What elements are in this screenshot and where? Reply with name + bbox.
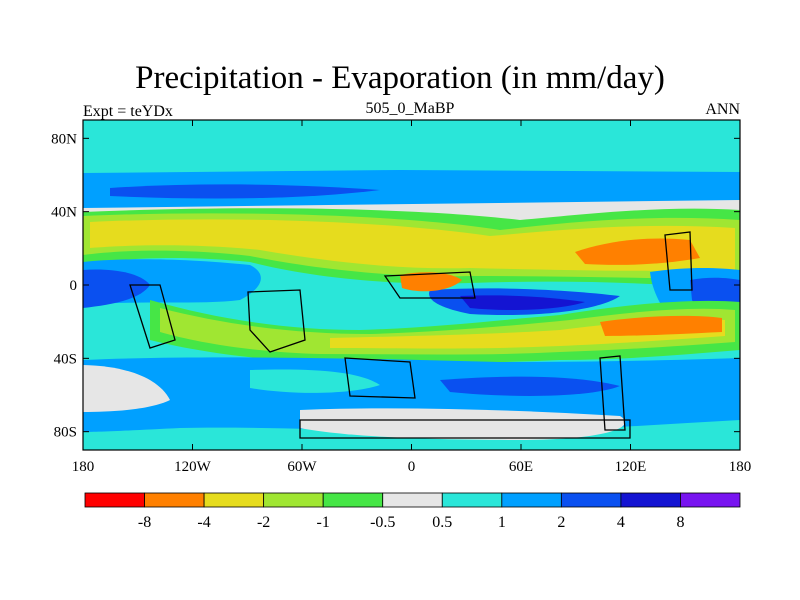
- colorbar-swatch: [620, 492, 681, 508]
- colorbar-label: 2: [557, 514, 565, 531]
- colorbar-swatch: [84, 492, 145, 508]
- continent-outline-antarctica: [299, 419, 631, 439]
- colorbar: -8 -4 -2 -1 -0.5 0.5 1 2 4 8: [84, 492, 741, 531]
- period-label: 505_0_MaBP: [365, 100, 455, 117]
- colorbar-label: -1: [317, 514, 330, 531]
- colorbar-swatch: [322, 492, 384, 508]
- colorbar-label: -0.5: [370, 514, 395, 531]
- x-tick-label: 60E: [509, 459, 533, 475]
- colorbar-swatch: [560, 492, 622, 508]
- colorbar-label: 1: [498, 514, 506, 531]
- colorbar-label: -4: [197, 514, 210, 531]
- map-title: Precipitation - Evaporation (in mm/day): [135, 60, 665, 96]
- continent-outlines: [129, 231, 693, 439]
- field-australia-orange: [600, 315, 722, 336]
- field-north-subtropic-yellow: [90, 219, 735, 271]
- y-tick-label: 80S: [54, 425, 77, 441]
- field-central-indigo: [460, 295, 585, 310]
- field-south-midlat-blue: [83, 357, 740, 432]
- field-southwest-gray: [83, 365, 170, 412]
- continent-outline-east-asia: [664, 231, 693, 291]
- colorbar-label: 0.5: [432, 514, 452, 531]
- field-south-darkblue: [440, 376, 620, 396]
- colorbar-label: 8: [676, 514, 684, 531]
- continent-outline-south-america: [247, 289, 306, 353]
- x-tick-label: 120W: [174, 459, 212, 475]
- y-tick-label: 40N: [51, 205, 77, 221]
- colorbar-swatch: [203, 492, 265, 508]
- continent-outline-australia: [599, 355, 626, 431]
- colorbar-label: -8: [138, 514, 151, 531]
- season-label: ANN: [705, 101, 740, 118]
- field-north-blue-band: [83, 170, 740, 212]
- experiment-label: Expt = teYDx: [83, 103, 173, 120]
- y-tick-label: 80N: [51, 131, 77, 147]
- x-tick-label: 180: [729, 459, 752, 475]
- field-tropic-orange: [400, 272, 462, 292]
- x-axis: 180 120W 60W 0 60E 120E 180: [72, 120, 752, 475]
- continent-outline-west-margin: [129, 284, 176, 349]
- colorbar-label: 4: [617, 514, 625, 531]
- y-axis: 80N 40N 0 40S 80S: [51, 131, 740, 441]
- colorbar-swatch: [501, 492, 562, 508]
- colorbar-swatch: [144, 492, 205, 508]
- x-tick-label: 180: [72, 459, 95, 475]
- continent-outline-south-island: [344, 357, 416, 399]
- colorbar-swatch: [441, 492, 503, 508]
- y-tick-label: 40S: [54, 351, 77, 367]
- colorbar-swatch: [382, 492, 443, 508]
- continent-outline-africa: [383, 271, 476, 299]
- colorbar-swatch: [680, 492, 741, 508]
- x-tick-label: 60W: [287, 459, 317, 475]
- colorbar-swatch: [263, 492, 324, 508]
- colorbar-label: -2: [257, 514, 270, 531]
- field-pacific-east-darkblue: [83, 269, 150, 308]
- field-map: [83, 120, 740, 450]
- x-tick-label: 0: [408, 459, 416, 475]
- field-north-storm-track: [110, 184, 380, 199]
- field-antarctic-gray: [300, 408, 626, 440]
- y-tick-label: 0: [70, 278, 78, 294]
- x-tick-label: 120E: [615, 459, 647, 475]
- field-asia-orange: [575, 238, 700, 265]
